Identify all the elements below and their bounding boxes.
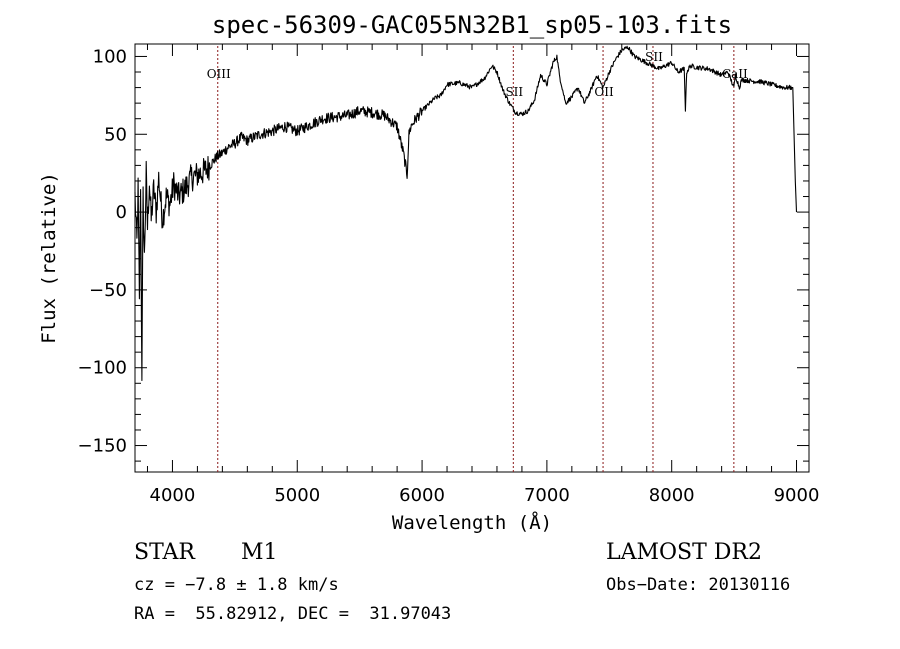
obs-date: Obs−Date: 20130116 [606, 575, 791, 595]
chart-title: spec-56309-GAC055N32B1_sp05-103.fits [212, 11, 732, 39]
spectrum-line [134, 45, 798, 382]
x-tick-labels: 4000 5000 6000 7000 8000 9000 [150, 485, 820, 506]
y-axis-label: Flux (relative) [38, 172, 60, 344]
y-tick-label: −150 [78, 436, 127, 457]
redshift-info: cz = −7.8 ± 1.8 km/s [134, 575, 339, 595]
x-tick-label: 8000 [649, 485, 695, 506]
y-tick-label: 100 [93, 46, 127, 67]
axis-ticks [135, 44, 809, 472]
object-class: STAR [134, 540, 195, 565]
object-subclass: M1 [241, 540, 278, 565]
x-axis-label: Wavelength (Å) [392, 511, 552, 534]
y-tick-label: −50 [89, 280, 127, 301]
x-tick-label: 7000 [524, 485, 570, 506]
spectrum-series [134, 45, 798, 382]
spectral-line-label: SII [645, 50, 663, 64]
coordinates: RA = 55.82912, DEC = 31.97043 [134, 604, 452, 624]
spectral-line-label: OII [594, 85, 614, 99]
x-tick-label: 4000 [150, 485, 196, 506]
y-tick-labels: 100 50 0 −50 −100 −150 [78, 46, 127, 456]
y-tick-label: 50 [104, 124, 127, 145]
x-tick-label: 9000 [774, 485, 820, 506]
y-tick-label: 0 [116, 202, 127, 223]
plot-frame [134, 43, 810, 473]
y-tick-label: −100 [78, 358, 127, 379]
spectral-line-label: OIII [207, 67, 231, 81]
x-tick-label: 5000 [274, 485, 320, 506]
x-tick-label: 6000 [399, 485, 445, 506]
spectral-line-label: SII [505, 85, 523, 99]
survey-name: LAMOST DR2 [606, 540, 762, 565]
